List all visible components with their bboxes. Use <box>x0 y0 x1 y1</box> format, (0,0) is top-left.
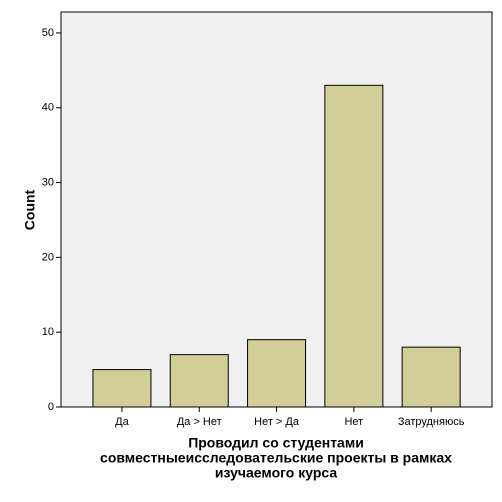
y-tick-label: 40 <box>42 102 54 114</box>
x-tick-label: Да > Нет <box>177 416 222 428</box>
x-axis-title: изучаемого курса <box>215 465 337 481</box>
x-tick-label: Нет > Да <box>254 416 300 428</box>
bar <box>247 339 307 408</box>
y-axis-title: Count <box>22 189 38 230</box>
x-tick-label: Затрудняюсь <box>398 416 465 428</box>
y-tick-label: 10 <box>42 326 54 338</box>
y-tick-label: 20 <box>42 251 54 263</box>
y-tick-label: 30 <box>42 176 54 188</box>
x-axis-title: совместныеисследовательские проекты в ра… <box>100 450 452 466</box>
bar <box>401 346 461 408</box>
bar <box>169 354 229 408</box>
x-axis-title: Проводил со студентами <box>188 435 364 451</box>
bar <box>92 369 152 408</box>
bar <box>324 84 384 408</box>
x-tick-label: Да <box>115 416 129 428</box>
y-tick-label: 0 <box>48 401 54 413</box>
x-tick-label: Нет <box>344 416 363 428</box>
y-tick-label: 50 <box>42 27 54 39</box>
